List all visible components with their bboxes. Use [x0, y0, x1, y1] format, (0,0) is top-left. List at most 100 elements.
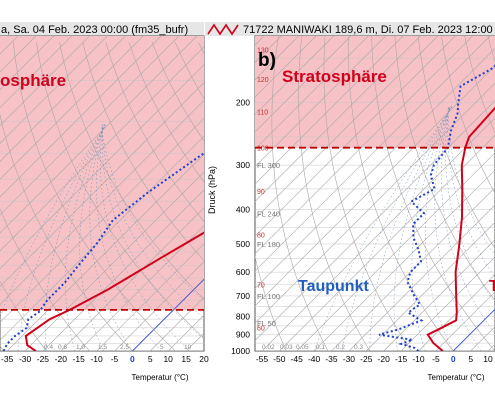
isotherm-line: [418, 274, 495, 351]
moist-adiabat-line: [313, 106, 453, 351]
x-tick-label: -10: [90, 354, 103, 364]
isotherm-line: [435, 291, 495, 351]
isotherm-line: [0, 36, 144, 180]
x-tick-label: -5: [432, 354, 440, 364]
right-header-text: 71722 MANIWAKI 189,6 m, Di. 07 Feb. 2023…: [243, 24, 495, 36]
mixing-ratio-label: 2.5: [120, 344, 129, 351]
dry-adiabat-line: [36, 42, 204, 339]
adiabat-label: 80: [257, 232, 265, 239]
isotherm-line: [0, 36, 72, 109]
isotherm-line: [96, 243, 204, 351]
flight-level-label: FL 50: [257, 319, 276, 328]
x-tick-label: -45: [291, 354, 304, 364]
right-panel: 71722 MANIWAKI 189,6 m, Di. 07 Feb. 2023…: [205, 22, 495, 382]
mixing-ratio-label: 1.5: [98, 344, 107, 351]
isotherm-line: [0, 36, 198, 234]
x-tick-label: -30: [343, 354, 356, 364]
y-tick-label: 400: [236, 205, 250, 215]
isotherm-line: [255, 100, 495, 341]
isotherm-line: [0, 36, 90, 126]
x-tick-label: -5: [111, 354, 119, 364]
adiabat-label: 110: [257, 110, 268, 117]
mixing-ratio-label: 10: [184, 344, 192, 351]
y-tick-label: 300: [236, 160, 250, 170]
isotherm-line: [6, 153, 204, 351]
adiabat-label: 100: [257, 146, 269, 153]
left-stratosphere-shading: [0, 36, 204, 310]
dry-adiabat-line: [82, 42, 204, 261]
right-x-ticks: -55 -50 -45 -40 -35 -30 -25 -20 -15 -10 -5 0 5 10: [256, 354, 493, 364]
isotherm-line: [0, 36, 108, 144]
x-tick-label: -20: [55, 354, 68, 364]
mixing-ratio-label: 0.1: [316, 344, 325, 351]
flight-level-label: FL 300: [257, 161, 280, 170]
isotherm-line: [0, 36, 54, 91]
dry-adiabat-line: [298, 36, 371, 351]
left-grid-lines: 0.4 0.6 1.0 1.5 2.5 5 10: [0, 36, 204, 351]
x-tick-label: -10: [412, 354, 425, 364]
x-tick-label: 10: [483, 354, 493, 364]
adiabat-label: 130: [257, 48, 269, 55]
x-tick-label: -55: [256, 354, 269, 364]
flight-level-label: FL 240: [257, 209, 280, 218]
moist-adiabat-line: [65, 124, 106, 351]
moist-adiabat-line: [101, 124, 204, 340]
isotherm-line: [331, 187, 495, 351]
isotherm-line: [296, 152, 495, 351]
left-dewpoint-line: [2, 152, 204, 351]
y-tick-label: 900: [236, 330, 250, 340]
isotherm-line: [255, 36, 369, 150]
isotherm-line: [0, 36, 162, 198]
isotherm-line: [114, 261, 204, 351]
right-y-label: Druck (hPa): [207, 166, 217, 214]
moist-adiabat-line: [89, 124, 133, 351]
flight-level-label: FL 100: [257, 292, 280, 301]
panel-letter-b: b): [258, 50, 276, 71]
left-panel: a, Sa. 04 Feb. 2023 00:00 (fm35_bufr) 0.…: [0, 22, 209, 382]
mixing-ratio-label: 0.6: [58, 344, 67, 351]
dry-adiabat-line: [105, 42, 204, 222]
isotherm-line: [0, 36, 180, 216]
isotherm-line: [255, 36, 317, 98]
x-tick-label: -40: [308, 354, 321, 364]
mixing-ratio-label: 0.05: [296, 344, 309, 351]
left-x-label: Temperatur (°C): [132, 373, 189, 382]
isotherm-line: [313, 169, 495, 351]
left-header-text: a, Sa. 04 Feb. 2023 00:00 (fm35_bufr): [1, 24, 188, 36]
y-tick-label: 200: [236, 98, 250, 108]
x-tick-label: -35: [325, 354, 338, 364]
isotherm-line: [24, 171, 204, 351]
dry-adiabat-line: [13, 42, 176, 351]
x-tick-label: -50: [273, 354, 286, 364]
temperature-label: T: [489, 278, 495, 295]
y-tick-label: 800: [236, 312, 250, 322]
right-x-label: Temperatur (°C): [428, 373, 485, 382]
adiabat-label: 120: [257, 77, 269, 84]
y-tick-label: 700: [236, 291, 250, 301]
y-tick-label: 1000: [231, 346, 250, 356]
x-tick-label: 15: [181, 354, 191, 364]
left-x-ticks: -35 -30 -25 -20 -15 -10 -5 0 5 10 15 20: [1, 354, 209, 364]
x-tick-label: -30: [19, 354, 32, 364]
right-grid-labels: FL 300 FL 240 FL 180 FL 100 FL 50 130 120 110 10…: [257, 48, 363, 351]
isotherm-line: [255, 82, 495, 324]
isotherm-line: [0, 100, 204, 305]
isotherm-line: [255, 36, 421, 202]
moist-adiabat-line: [17, 124, 107, 351]
isotherm-line: [348, 204, 495, 351]
temperature-line: [426, 106, 495, 351]
mixing-ratio-label: 0.4: [44, 344, 53, 351]
y-tick-label: 600: [236, 267, 250, 277]
x-tick-label: 0: [130, 354, 135, 364]
taupunkt-label: Taupunkt: [298, 278, 369, 295]
adiabat-label: 60: [257, 326, 265, 333]
isotherm-line: [255, 36, 404, 185]
isotherm-line: [150, 296, 204, 351]
right-y-ticks: 200 300 400 500 600 700 800 900 1000: [231, 98, 250, 357]
dry-adiabat-line: [128, 42, 204, 183]
dry-adiabat-line: [371, 36, 495, 351]
mixing-ratio-label: 0.03: [280, 344, 293, 351]
x-tick-label: 20: [199, 354, 209, 364]
